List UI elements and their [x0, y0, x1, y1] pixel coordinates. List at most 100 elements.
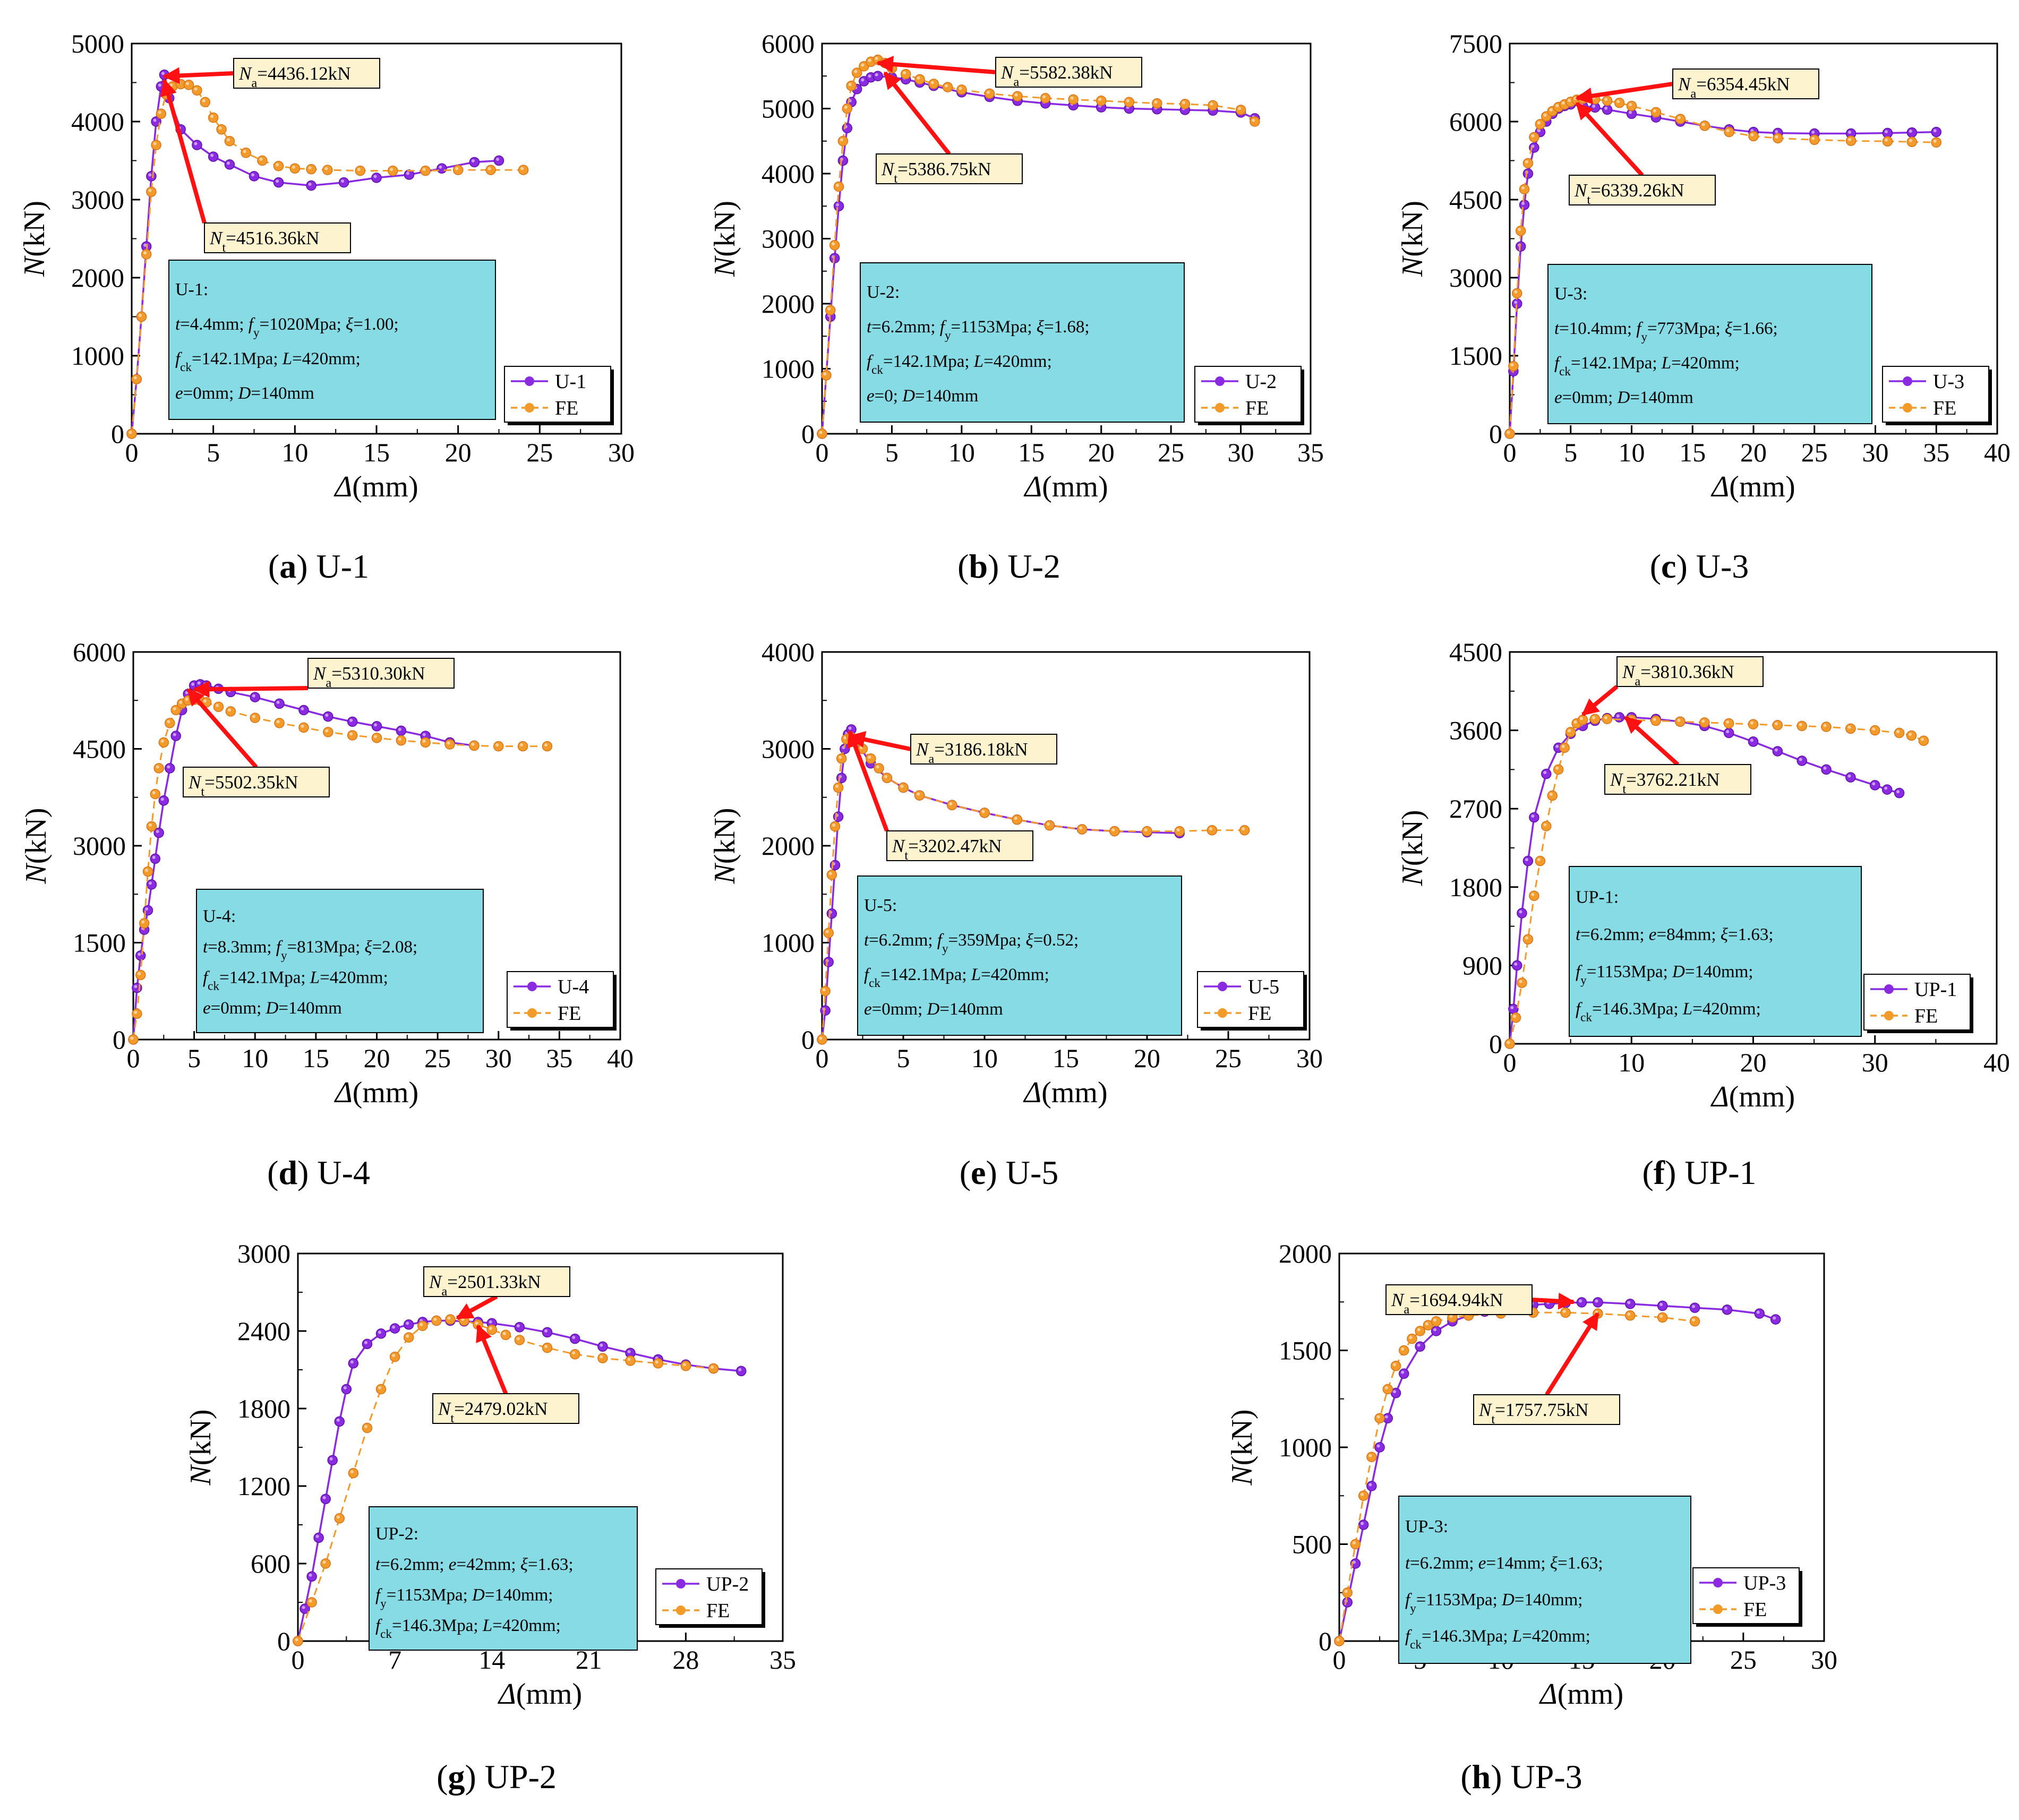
series-point-highlight	[461, 1318, 465, 1321]
series-point-highlight	[825, 930, 829, 933]
series-point-highlight	[1555, 766, 1559, 770]
series-point-fe	[1535, 119, 1546, 130]
series-point-highlight	[827, 307, 831, 311]
series-point-highlight	[1543, 823, 1547, 827]
series-point-highlight	[1884, 786, 1888, 790]
series-point-highlight	[1616, 100, 1620, 104]
series-point-highlight	[1573, 97, 1577, 100]
series-point-highlight	[1549, 793, 1553, 796]
series-point-highlight	[903, 71, 906, 75]
y-tick-label: 2700	[1449, 794, 1502, 823]
series-point-highlight	[1514, 301, 1518, 304]
series-point-fe	[882, 772, 893, 783]
series-point-highlight	[1368, 1454, 1372, 1457]
series-point-highlight	[1896, 790, 1900, 794]
series-point-highlight	[489, 1320, 492, 1324]
series-point-highlight	[520, 167, 524, 170]
series-point-highlight	[420, 1323, 423, 1326]
series-point-fe	[1821, 722, 1832, 732]
series-point-fe	[216, 124, 227, 135]
y-tick-label: 1500	[1449, 341, 1502, 371]
series-point-highlight	[422, 733, 426, 736]
series-point-highlight	[1726, 129, 1730, 133]
series-point-fe	[1431, 1316, 1442, 1327]
series-point-highlight	[544, 1345, 548, 1349]
series-point-highlight	[177, 81, 181, 84]
series-point-fe	[293, 1636, 303, 1646]
series-point-highlight	[738, 1368, 742, 1371]
series-point-highlight	[167, 765, 170, 769]
annotation-arrow	[1575, 102, 1644, 177]
series-point-fe	[1040, 93, 1051, 104]
series-point-up-3	[1770, 1314, 1781, 1325]
series-point-fe	[942, 82, 953, 92]
series-point-highlight	[349, 732, 353, 736]
series-point-highlight	[210, 153, 214, 157]
series-point-highlight	[868, 58, 871, 62]
series-point-fe	[371, 733, 382, 743]
series-point-highlight	[210, 115, 214, 118]
series-point-highlight	[917, 792, 920, 796]
annotation-arrow	[1581, 684, 1619, 717]
y-tick-label: 0	[801, 1025, 815, 1054]
series-point-highlight	[153, 118, 157, 122]
x-tick-label: 30	[1862, 437, 1889, 467]
series-point-fe	[1559, 742, 1570, 753]
series-point-highlight	[143, 243, 147, 247]
peak-load-annotation	[204, 222, 351, 253]
series-point-highlight	[1629, 110, 1632, 114]
series-point-highlight	[295, 1638, 298, 1642]
series-point-fe	[817, 428, 827, 439]
specimen-info-title: UP-1:	[1576, 888, 1619, 907]
legend-label-up-2: UP-2	[706, 1573, 749, 1595]
series-point-highlight	[1531, 134, 1535, 138]
series-point-fe	[1334, 1636, 1345, 1646]
series-point-fe	[1504, 428, 1515, 439]
annotation-arrow	[162, 67, 234, 84]
series-point-highlight	[1014, 93, 1018, 97]
series-point-highlight	[876, 765, 879, 769]
series-point-up-3	[1722, 1304, 1733, 1315]
series-point-fe	[151, 140, 161, 150]
series-point-highlight	[447, 741, 450, 745]
series-point-highlight	[655, 1360, 658, 1364]
series-point-highlight	[1449, 1314, 1453, 1318]
series-point-highlight	[835, 785, 839, 788]
series-point-highlight	[143, 251, 147, 255]
series-point-highlight	[227, 708, 231, 712]
series-point-fe	[183, 80, 194, 90]
series-point-fe	[874, 763, 884, 774]
series-point-up-2	[597, 1341, 608, 1352]
specimen-info-line: fck=142.1Mpa; L=420mm;	[1554, 354, 1740, 378]
series-point-fe	[542, 1342, 553, 1353]
y-tick-label: 4000	[71, 107, 124, 136]
series-point-up-1	[1894, 787, 1905, 799]
series-point-highlight	[572, 1351, 576, 1355]
series-point-highlight	[1361, 1522, 1364, 1525]
series-point-highlight	[1393, 1363, 1397, 1367]
series-point-highlight	[160, 739, 164, 743]
y-tick-label: 1200	[237, 1471, 290, 1501]
series-point-highlight	[1616, 714, 1620, 718]
series-point-fe	[136, 311, 147, 322]
series-point-fe	[866, 753, 876, 764]
series-point-highlight	[202, 99, 206, 102]
series-point-highlight	[350, 1470, 354, 1474]
legend-marker-up-1	[1884, 984, 1894, 994]
series-point-fe	[146, 821, 157, 832]
subfigure-caption: (d) U-4	[267, 1154, 370, 1191]
series-point-highlight	[251, 173, 254, 177]
peak-load-annotation	[307, 658, 455, 689]
series-point-highlight	[544, 743, 547, 747]
series-point-highlight	[309, 1573, 312, 1577]
chart-panel-up-3: 0510152025300500100015002000Δ(mm)N(kN)UP…	[1226, 1239, 1837, 1796]
x-tick-label: 20	[1134, 1043, 1160, 1073]
series-point-fe	[1918, 735, 1929, 746]
legend-marker-u-3	[1903, 376, 1912, 386]
series-point-up-1	[1723, 727, 1734, 739]
specimen-info-title: UP-3:	[1405, 1517, 1448, 1536]
series-point-fe	[928, 79, 939, 89]
series-point-highlight	[1531, 892, 1535, 896]
series-point-highlight	[374, 735, 377, 739]
